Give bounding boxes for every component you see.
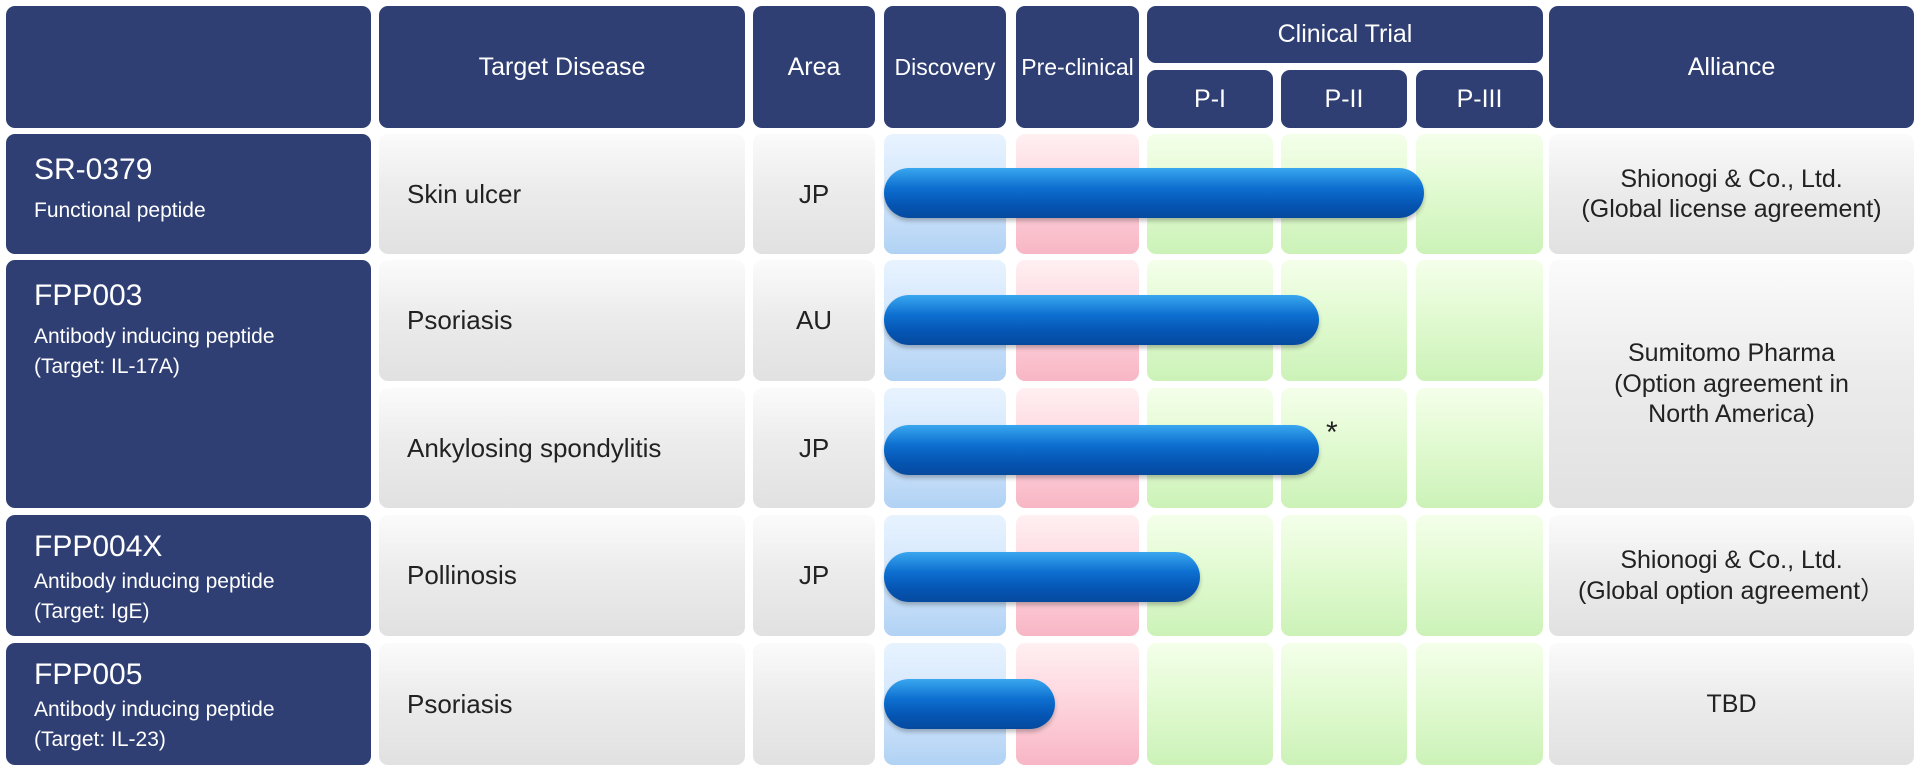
disease-label: Psoriasis	[407, 688, 513, 719]
progress-bar	[884, 168, 1424, 218]
alliance-cell: Shionogi & Co., Ltd. (Global license agr…	[1549, 134, 1914, 254]
progress-bar	[884, 679, 1055, 729]
header-p3: P-III	[1416, 70, 1543, 128]
disease-cell: Skin ulcer	[379, 134, 745, 254]
candidate-description: Antibody inducing peptide	[34, 570, 275, 593]
header-p2: P-II	[1281, 70, 1407, 128]
alliance-agreement: (Option agreement in	[1614, 369, 1849, 398]
candidate-name: SR-0379	[34, 153, 153, 186]
alliance-partner: Sumitomo Pharma	[1627, 339, 1836, 368]
disease-cell: Psoriasis	[379, 260, 745, 381]
disease-label: Pollinosis	[407, 560, 517, 590]
alliance-partner: Shionogi & Co., Ltd.	[1620, 164, 1843, 193]
area-cell	[753, 643, 875, 765]
area-cell: JP	[753, 388, 875, 508]
p1-cell	[1147, 643, 1273, 765]
p3-cell	[1416, 260, 1543, 381]
disease-cell: Psoriasis	[379, 643, 745, 765]
alliance-partner: TBD	[1706, 689, 1757, 718]
area-cell: JP	[753, 134, 875, 254]
candidate-name: FPP003	[34, 279, 143, 312]
disease-label: Ankylosing spondylitis	[407, 432, 662, 463]
header-area: Area	[753, 6, 875, 128]
p3-cell	[1416, 643, 1543, 765]
disease-label: Psoriasis	[407, 305, 513, 335]
candidate-description: Functional peptide	[34, 199, 206, 222]
candidate-target: (Target: IL-23)	[34, 728, 166, 752]
area-cell: AU	[753, 260, 875, 381]
asterisk-note: *	[1326, 416, 1338, 449]
alliance-cell: TBD	[1549, 643, 1914, 765]
candidate-description: Antibody inducing peptide	[34, 698, 275, 721]
candidate-description: Antibody inducing peptide	[34, 325, 275, 348]
candidate-name: FPP005	[34, 658, 143, 691]
header-p1: P-I	[1147, 70, 1273, 128]
area-label: AU	[795, 305, 833, 335]
progress-bar	[884, 552, 1200, 602]
area-label: JP	[798, 432, 830, 463]
area-label: JP	[798, 560, 830, 590]
area-cell: JP	[753, 515, 875, 636]
alliance-cell: Shionogi & Co., Ltd. (Global option agre…	[1549, 515, 1914, 636]
p2-cell	[1281, 515, 1407, 636]
area-label: JP	[798, 178, 830, 209]
alliance-agreement: North America)	[1648, 400, 1815, 429]
candidate-fpp005: FPP005 Antibody inducing peptide (Target…	[6, 643, 371, 765]
disease-cell: Pollinosis	[379, 515, 745, 636]
candidate-target: (Target: IgE)	[34, 600, 150, 624]
candidate-fpp004x: FPP004X Antibody inducing peptide (Targe…	[6, 515, 371, 636]
disease-cell: Ankylosing spondylitis	[379, 388, 745, 508]
header-corner	[6, 6, 371, 128]
progress-bar	[884, 295, 1319, 345]
alliance-agreement: (Global option agreement）	[1577, 576, 1886, 605]
candidate-name: FPP004X	[34, 530, 163, 563]
p2-cell	[1281, 643, 1407, 765]
alliance-agreement: (Global license agreement)	[1581, 195, 1882, 223]
candidate-sr-0379: SR-0379 Functional peptide	[6, 134, 371, 254]
progress-bar	[884, 425, 1319, 475]
alliance-partner: Shionogi & Co., Ltd.	[1620, 546, 1843, 574]
p3-cell	[1416, 388, 1543, 508]
header-discovery: Discovery	[884, 6, 1006, 128]
disease-label: Skin ulcer	[407, 178, 522, 209]
header-target-disease: Target Disease	[379, 6, 745, 128]
alliance-cell: Sumitomo Pharma (Option agreement in Nor…	[1549, 260, 1914, 508]
p3-cell	[1416, 515, 1543, 636]
candidate-target: (Target: IL-17A)	[34, 355, 180, 379]
header-preclinical: Pre-clinical	[1016, 6, 1139, 128]
p3-cell	[1416, 134, 1543, 254]
header-clinical-trial: Clinical Trial	[1147, 6, 1543, 63]
candidate-fpp003: FPP003 Antibody inducing peptide (Target…	[6, 260, 371, 508]
header-alliance: Alliance	[1549, 6, 1914, 128]
